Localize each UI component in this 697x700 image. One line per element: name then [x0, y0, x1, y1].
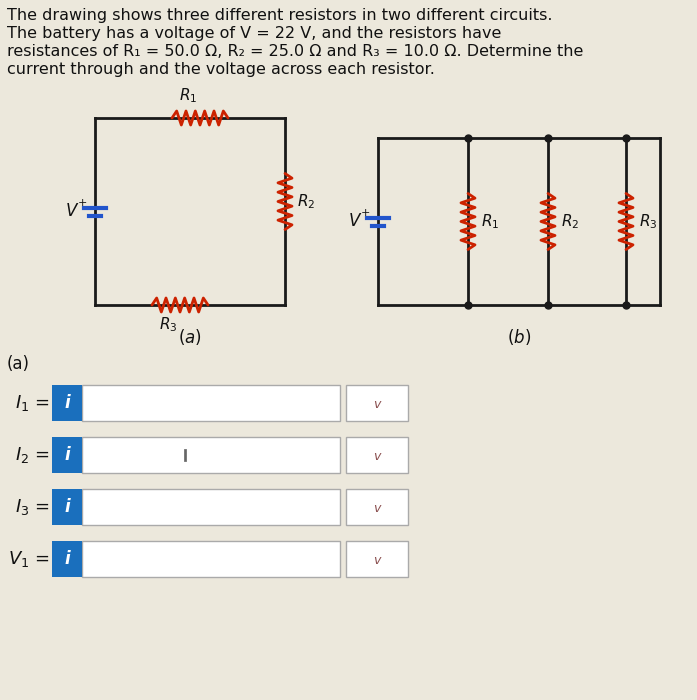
- FancyBboxPatch shape: [52, 489, 82, 525]
- Text: $(a)$: $(a)$: [178, 327, 202, 347]
- FancyBboxPatch shape: [82, 437, 340, 473]
- Text: $I_3$ =: $I_3$ =: [15, 497, 50, 517]
- FancyBboxPatch shape: [52, 541, 82, 577]
- FancyBboxPatch shape: [82, 541, 340, 577]
- Text: v: v: [374, 554, 381, 568]
- FancyBboxPatch shape: [52, 437, 82, 473]
- Text: resistances of R₁ = 50.0 Ω, R₂ = 25.0 Ω and R₃ = 10.0 Ω. Determine the: resistances of R₁ = 50.0 Ω, R₂ = 25.0 Ω …: [7, 44, 583, 59]
- Text: $R_3$: $R_3$: [639, 212, 657, 231]
- Text: $V_1$ =: $V_1$ =: [8, 549, 50, 569]
- FancyBboxPatch shape: [346, 437, 408, 473]
- Text: v: v: [374, 398, 381, 412]
- Text: i: i: [64, 446, 70, 464]
- FancyBboxPatch shape: [82, 385, 340, 421]
- Text: $R_1$: $R_1$: [481, 212, 499, 231]
- Text: v: v: [374, 503, 381, 515]
- Text: +: +: [77, 197, 86, 207]
- Text: The battery has a voltage of V = 22 V, and the resistors have: The battery has a voltage of V = 22 V, a…: [7, 26, 501, 41]
- Text: v: v: [374, 451, 381, 463]
- Text: The drawing shows three different resistors in two different circuits.: The drawing shows three different resist…: [7, 8, 553, 23]
- Text: current through and the voltage across each resistor.: current through and the voltage across e…: [7, 62, 435, 77]
- Text: $R_3$: $R_3$: [159, 315, 177, 334]
- FancyBboxPatch shape: [346, 541, 408, 577]
- Text: i: i: [64, 394, 70, 412]
- Text: $(b)$: $(b)$: [507, 327, 531, 347]
- Text: (a): (a): [7, 355, 30, 373]
- Text: $I_1$ =: $I_1$ =: [15, 393, 50, 413]
- Text: $R_2$: $R_2$: [561, 212, 579, 231]
- Text: $R_1$: $R_1$: [179, 86, 197, 105]
- FancyBboxPatch shape: [346, 489, 408, 525]
- Text: i: i: [64, 498, 70, 516]
- Text: V: V: [66, 202, 77, 220]
- FancyBboxPatch shape: [52, 385, 82, 421]
- FancyBboxPatch shape: [82, 489, 340, 525]
- Text: V: V: [348, 213, 360, 230]
- Text: $R_2$: $R_2$: [297, 192, 315, 211]
- Text: $I_2$ =: $I_2$ =: [15, 445, 50, 465]
- Text: +: +: [360, 207, 369, 218]
- Text: i: i: [64, 550, 70, 568]
- FancyBboxPatch shape: [346, 385, 408, 421]
